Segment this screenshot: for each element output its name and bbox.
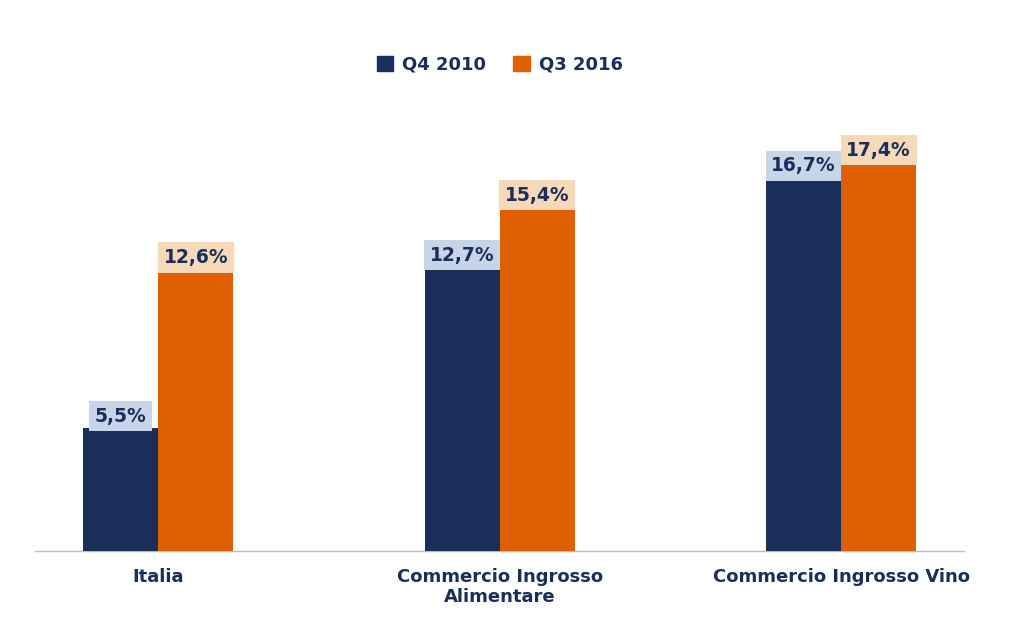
Bar (766, 178, 841, 551)
Bar (425, 267, 499, 551)
Text: 12,6%: 12,6% (164, 248, 228, 267)
Bar (841, 162, 917, 551)
Text: 5,5%: 5,5% (95, 407, 146, 425)
Text: 15,4%: 15,4% (505, 186, 570, 205)
Legend: Q4 2010, Q3 2016: Q4 2010, Q3 2016 (369, 48, 630, 81)
Text: 12,7%: 12,7% (430, 246, 494, 265)
Bar (159, 269, 233, 551)
Text: 17,4%: 17,4% (846, 141, 910, 160)
Bar (499, 207, 575, 551)
Bar (83, 428, 159, 551)
Text: 16,7%: 16,7% (771, 157, 836, 176)
